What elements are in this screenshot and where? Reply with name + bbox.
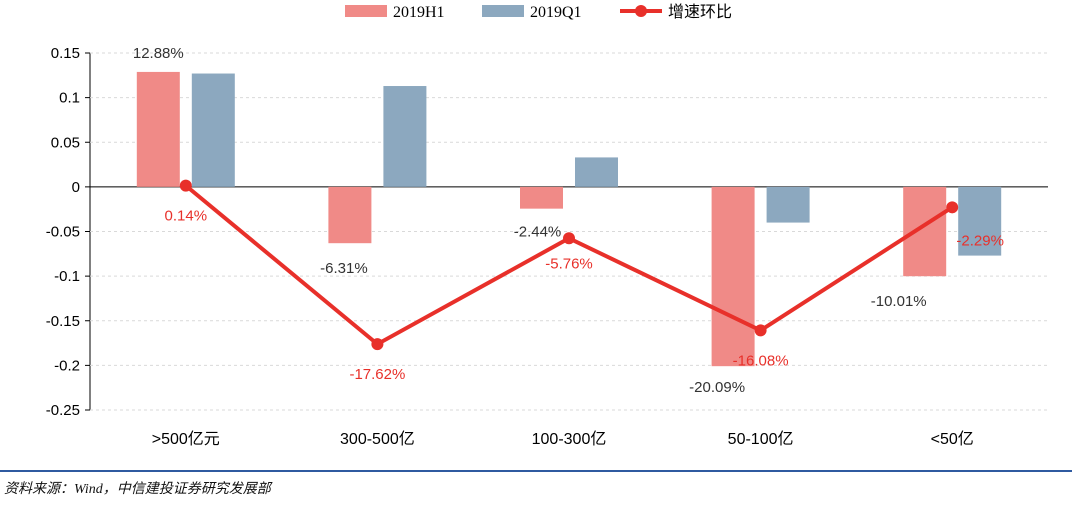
x-tick-label: 50-100亿 — [728, 430, 794, 448]
bar-data-label: -20.09% — [689, 379, 745, 396]
chart: 0.15 0.1 0.05 0 -0.05 -0.1 -0.15 -0.2 -0.25 >500亿… — [46, 3, 1048, 448]
bar-data-label: 12.88% — [133, 45, 184, 62]
line-point — [563, 232, 575, 245]
x-tick-label: >500亿元 — [152, 430, 220, 448]
bar-data-label: -10.01% — [871, 293, 927, 310]
divider — [0, 470, 1072, 472]
line-data-label: -2.29% — [956, 232, 1004, 249]
line-point — [179, 179, 192, 192]
bar-2019h1 — [711, 186, 755, 367]
bar-2019q1 — [766, 186, 810, 223]
y-tick-label: -0.05 — [46, 224, 80, 241]
line-data-label: -17.62% — [349, 366, 405, 383]
bar-2019h1 — [903, 186, 947, 277]
bar-2019q1 — [191, 73, 235, 187]
bar-2019h1 — [328, 186, 372, 244]
legend-label-2019h1: 2019H1 — [393, 4, 445, 21]
y-tick-label: 0.05 — [51, 134, 80, 151]
y-tick-label: 0 — [72, 179, 80, 196]
legend-swatch-2019q1 — [482, 5, 524, 17]
y-tick-label: -0.2 — [54, 357, 80, 374]
bar-2019h1 — [136, 71, 180, 187]
legend-swatch-marker — [635, 5, 647, 17]
y-tick-label: 0.1 — [59, 90, 80, 107]
bar-data-label: -2.44% — [514, 224, 562, 241]
line-data-label: -16.08% — [733, 352, 789, 369]
y-tick-label: -0.25 — [46, 402, 80, 419]
line-point — [371, 338, 384, 351]
y-tick-label: -0.1 — [54, 268, 80, 285]
bar-2019q1 — [958, 186, 1002, 256]
line-data-label: -5.76% — [545, 255, 593, 272]
x-tick-label: <50亿 — [931, 430, 974, 448]
line-data-label: 0.14% — [165, 208, 208, 225]
bar-data-label: -6.31% — [320, 260, 368, 277]
bar-2019h1 — [520, 186, 563, 209]
line-point — [754, 324, 767, 337]
legend-swatch-2019h1 — [345, 5, 387, 17]
bar-2019q1 — [575, 157, 618, 187]
y-tick-label: 0.15 — [51, 45, 80, 62]
legend-label-growth: 增速环比 — [668, 3, 732, 21]
x-tick-label: 300-500亿 — [340, 430, 415, 448]
y-tick-label: -0.15 — [46, 313, 80, 330]
x-tick-label: 100-300亿 — [532, 430, 607, 448]
source-note: 资料来源：Wind，中信建投证券研究发展部 — [4, 482, 271, 497]
bar-2019q1 — [383, 86, 427, 187]
legend-label-2019q1: 2019Q1 — [530, 4, 582, 21]
line-point — [946, 201, 959, 214]
